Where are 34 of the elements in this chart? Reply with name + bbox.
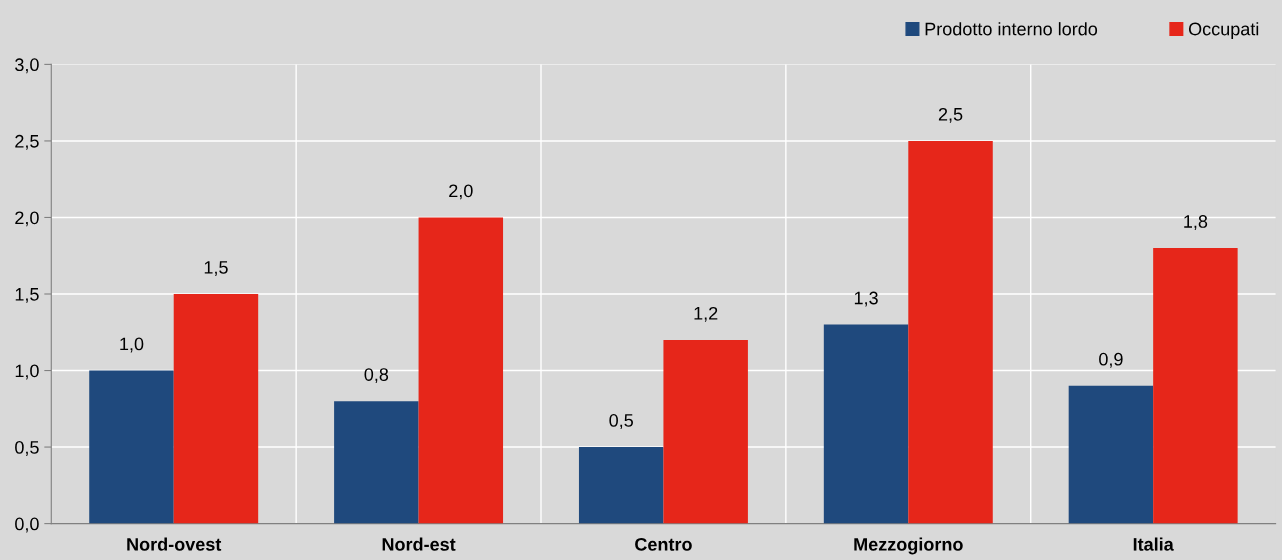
data-label: 1,5 <box>204 261 228 276</box>
data-label: 2,0 <box>449 184 473 200</box>
bar <box>89 370 174 524</box>
data-label: 0,9 <box>1099 352 1123 368</box>
y-tick-label: 3,0 <box>15 58 39 74</box>
data-label: 2,5 <box>938 107 963 123</box>
data-label: 1,8 <box>1184 215 1208 230</box>
x-tick-label: Nord-est <box>382 537 456 551</box>
legend-label: Prodotto interno lordo <box>925 22 1098 36</box>
legend-label: Occupati <box>1188 22 1259 39</box>
x-tick-label: Italia <box>1133 537 1174 551</box>
data-label: 1,0 <box>120 337 144 353</box>
bar <box>908 140 993 524</box>
bar <box>418 217 504 524</box>
data-label: 0,5 <box>609 414 633 429</box>
bar <box>173 294 259 524</box>
x-tick-label: Centro <box>635 537 692 551</box>
y-tick-label: 1,5 <box>15 288 39 303</box>
bar <box>334 401 419 524</box>
x-tick-label: Nord-ovest <box>127 537 222 551</box>
bar <box>578 447 664 524</box>
bar <box>663 339 748 524</box>
bar <box>1068 385 1154 524</box>
data-label: 1,2 <box>694 306 718 322</box>
y-tick-label: 0,5 <box>15 441 39 456</box>
y-tick-label: 2,0 <box>15 211 39 227</box>
y-tick-label: 0,0 <box>15 517 39 533</box>
y-tick-label: 1,0 <box>15 364 39 380</box>
y-tick-label: 2,5 <box>15 134 39 150</box>
data-label: 0,8 <box>364 368 389 384</box>
bar <box>823 324 909 524</box>
data-label: 1,3 <box>854 291 878 307</box>
x-tick-label: Mezzogiorno <box>854 537 963 555</box>
bar <box>1153 248 1238 524</box>
